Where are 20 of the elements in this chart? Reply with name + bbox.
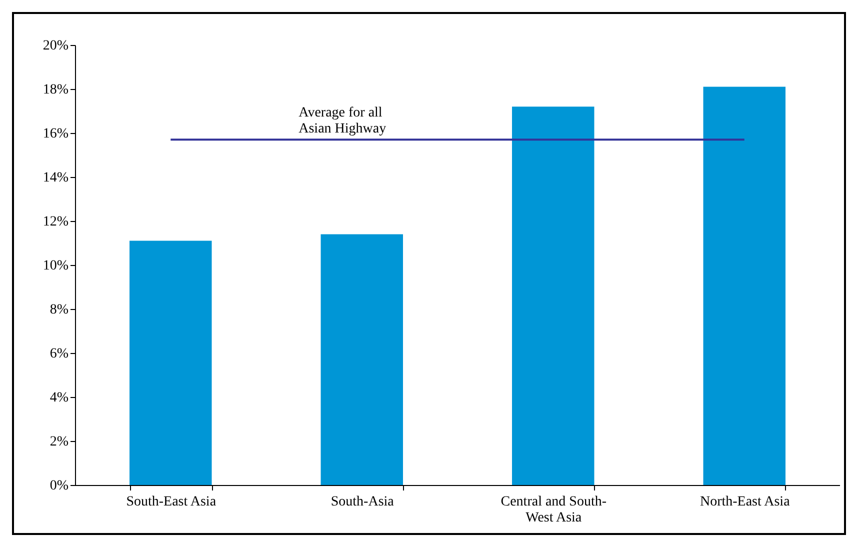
y-tick-label: 6% — [50, 346, 69, 362]
bar — [703, 86, 786, 485]
y-tick-label: 2% — [50, 434, 69, 450]
x-tick-label: South-East Asia — [126, 494, 217, 510]
x-tick-label: South-Asia — [330, 494, 395, 510]
ref-line-label: Average for all Asian Highway — [298, 106, 386, 137]
y-tick-label: 8% — [50, 302, 69, 318]
y-tick-label: 0% — [50, 478, 69, 494]
x-tick-label: North-East Asia — [700, 494, 791, 510]
y-tick-label: 10% — [42, 258, 69, 274]
y-tick-label: 4% — [50, 390, 69, 406]
y-tick-label: 20% — [42, 38, 69, 54]
bar — [320, 234, 403, 485]
bar — [130, 240, 212, 485]
y-tick-label: 16% — [42, 126, 69, 142]
y-tick-label: 14% — [42, 170, 69, 186]
y-tick-label: 12% — [42, 214, 69, 230]
x-tick-label: Central and South-West Asia — [500, 494, 607, 526]
bar — [512, 106, 594, 485]
y-tick-label: 18% — [42, 82, 69, 98]
